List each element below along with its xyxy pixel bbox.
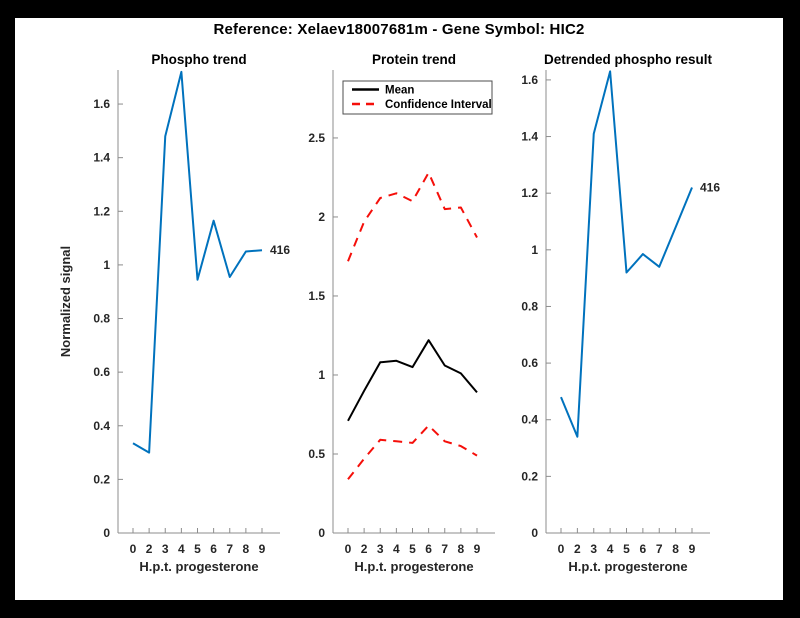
x-axis-label: H.p.t. progesterone [139,559,258,574]
x-tick-label: 3 [162,542,169,556]
y-tick-label: 1.4 [521,130,538,144]
subplots-svg: 0 2 3 4 5 6 7 8 900.20.40.60.811.21.41.6Phospho … [58,52,720,574]
x-tick-label: 5 [409,542,416,556]
series-line-ci-lower [347,424,478,480]
x-tick-label: 2 [361,542,368,556]
y-tick-label: 0.6 [93,365,110,379]
x-tick-label: 3 [590,542,597,556]
series-line-ci-upper [347,171,478,262]
series-end-label: 416 [700,181,720,195]
y-tick-label: 2 [318,210,325,224]
y-tick-label: 1 [531,243,538,257]
y-tick-label: 0 [318,526,325,540]
y-tick-label: 1.4 [93,151,110,165]
legend-entry-label: Confidence Interval [385,99,492,111]
y-tick-label: 1.6 [93,97,110,111]
x-tick-label: 6 [210,542,217,556]
legend-entry-label: Mean [385,85,414,97]
series-end-label: 416 [270,243,290,257]
y-tick-label: 1 [318,368,325,382]
x-axis-label: H.p.t. progesterone [568,559,687,574]
x-tick-label: 6 [640,542,647,556]
x-tick-label: 9 [689,542,696,556]
y-tick-label: 1.5 [308,289,325,303]
x-tick-label: 6 [425,542,432,556]
y-tick-label: 1.2 [521,186,538,200]
x-tick-label: 2 [574,542,581,556]
x-tick-label: 0 [130,542,137,556]
x-tick-label: 7 [656,542,663,556]
series-line-phospho [132,70,263,454]
y-tick-label: 0.4 [521,413,538,427]
y-tick-label: 1.2 [93,204,110,218]
x-axis-label: H.p.t. progesterone [354,559,473,574]
y-tick-label: 0.5 [308,447,325,461]
subplot-title: Phospho trend [151,52,246,67]
x-tick-label: 3 [377,542,384,556]
series-line-detrended-phospho [560,70,693,438]
y-tick-label: 0.8 [93,312,110,326]
x-tick-label: 8 [672,542,679,556]
y-tick-label: 0.2 [521,469,538,483]
x-tick-label: 9 [259,542,266,556]
x-tick-label: 9 [474,542,481,556]
x-tick-label: 0 [345,542,352,556]
y-tick-label: 2.5 [308,131,325,145]
y-tick-label: 0.6 [521,356,538,370]
series-line-mean [347,339,478,422]
x-tick-label: 8 [243,542,250,556]
y-axis-label: Normalized signal [58,246,73,357]
x-tick-label: 5 [194,542,201,556]
x-tick-label: 5 [623,542,630,556]
y-tick-label: 1.6 [521,73,538,87]
y-tick-label: 0.2 [93,472,110,486]
figure-title: Reference: Xelaev18007681m - Gene Symbol… [213,21,585,38]
legend-box [342,80,493,115]
y-tick-label: 1 [103,258,110,272]
subplot-title: Protein trend [372,52,456,67]
y-tick-label: 0 [103,526,110,540]
x-tick-label: 8 [458,542,465,556]
y-tick-label: 0 [531,526,538,540]
subplot-title: Detrended phospho result [544,52,713,67]
x-tick-label: 7 [441,542,448,556]
x-tick-label: 4 [393,542,400,556]
x-tick-label: 0 [558,542,565,556]
x-tick-label: 2 [146,542,153,556]
y-tick-label: 0.4 [93,419,110,433]
y-tick-label: 0.8 [521,299,538,313]
x-tick-label: 4 [607,542,614,556]
x-tick-label: 4 [178,542,185,556]
x-tick-label: 7 [226,542,233,556]
figure-canvas: Reference: Xelaev18007681m - Gene Symbol… [15,18,783,600]
